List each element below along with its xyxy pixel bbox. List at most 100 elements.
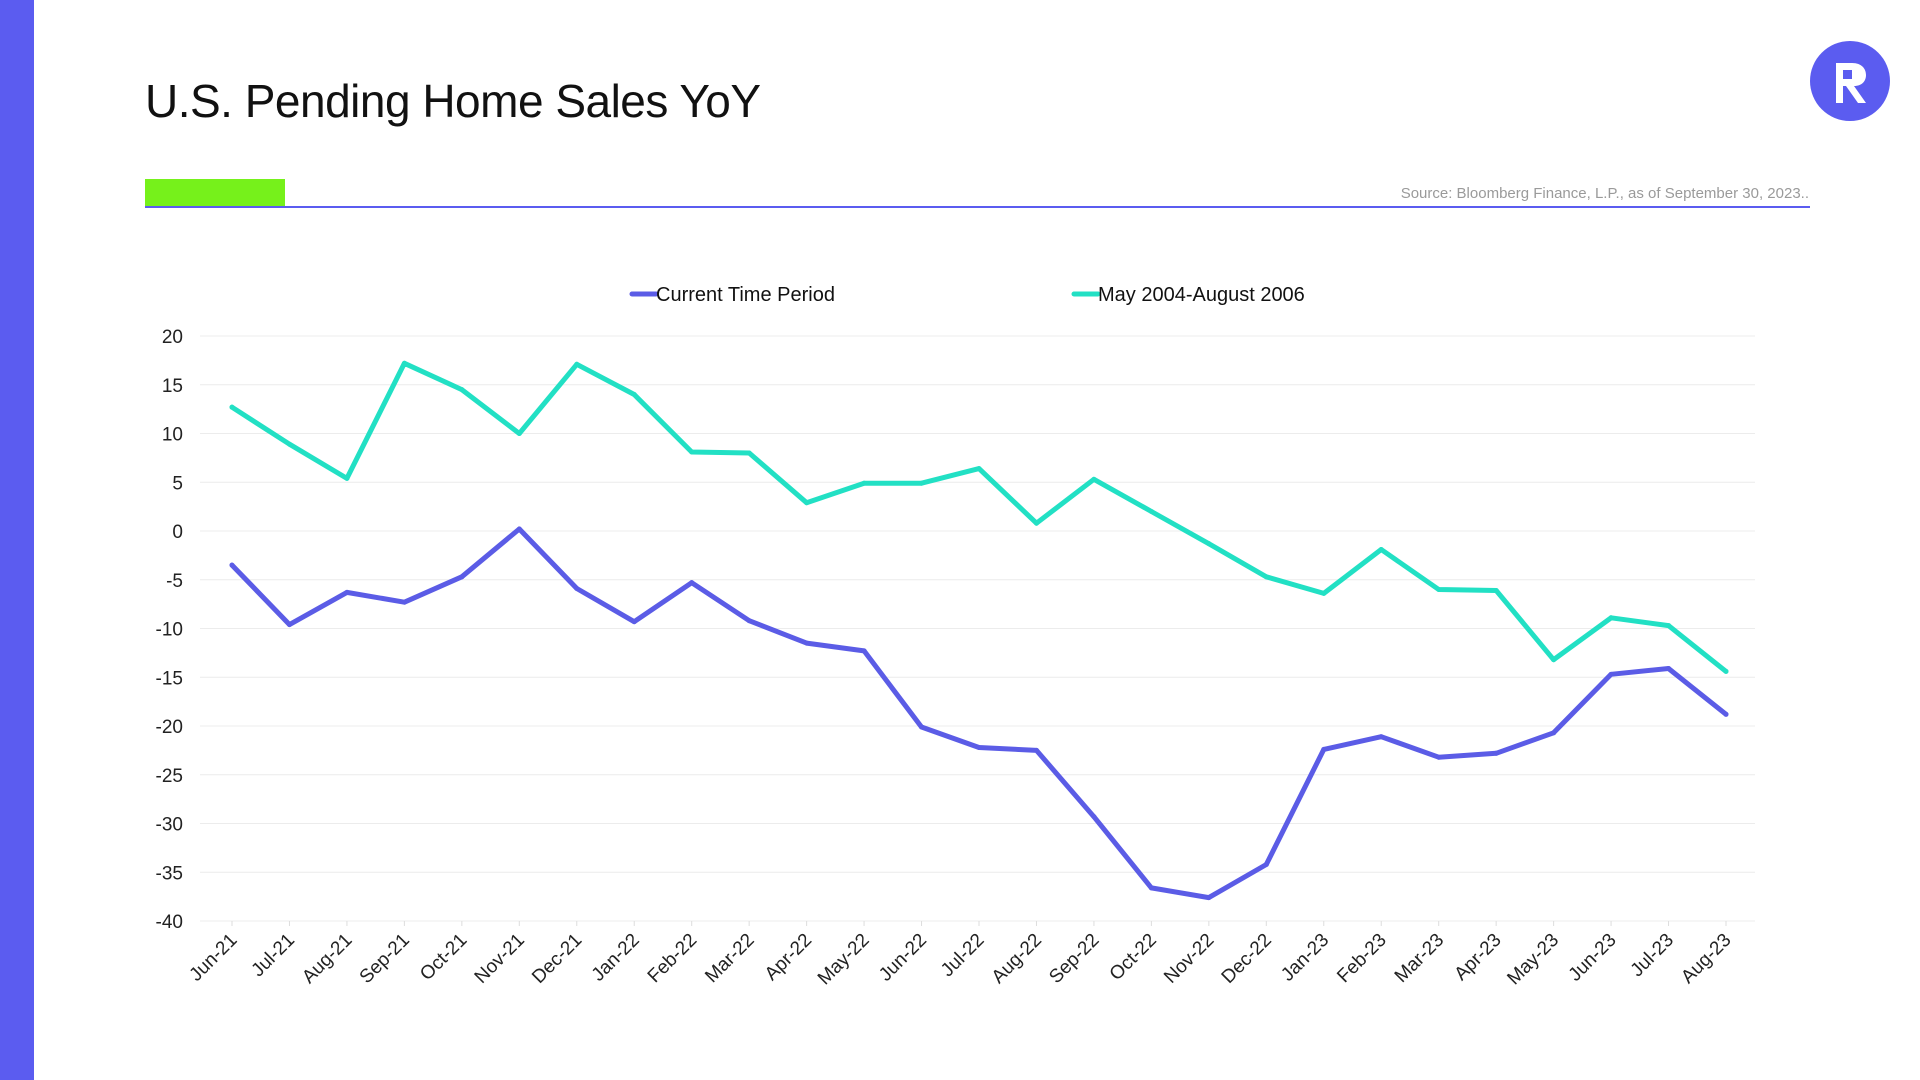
y-tick-label: 0 — [172, 522, 183, 543]
chart-legend: Current Time Period May 2004-August 2006 — [629, 284, 1305, 306]
y-tick-label: 20 — [162, 327, 183, 348]
y-tick-label: -40 — [156, 912, 183, 933]
x-tick-label: Dec-21 — [528, 930, 586, 988]
y-tick-label: -25 — [156, 766, 183, 787]
data-point — [1493, 750, 1499, 756]
x-tick-label: Jun-21 — [186, 930, 242, 986]
data-point — [344, 475, 350, 481]
data-point — [1148, 885, 1154, 891]
data-point — [976, 466, 982, 472]
x-tick-label: Feb-22 — [644, 930, 701, 987]
y-tick-label: 15 — [162, 376, 183, 397]
x-tick-label: Sep-22 — [1045, 930, 1103, 988]
y-tick-label: -30 — [156, 815, 183, 836]
x-tick-label: Nov-22 — [1160, 930, 1218, 988]
data-point — [631, 619, 637, 625]
data-point — [516, 431, 522, 436]
data-point — [631, 392, 637, 397]
x-tick-label: Nov-21 — [471, 930, 529, 988]
x-tick-label: Apr-22 — [761, 930, 816, 985]
r-logo-icon — [1810, 41, 1890, 121]
data-point — [1378, 547, 1384, 553]
data-point — [1436, 587, 1442, 592]
data-point — [1148, 509, 1154, 514]
y-tick-label: -5 — [166, 571, 183, 592]
data-point — [1666, 665, 1672, 671]
data-point — [1033, 520, 1039, 526]
data-point — [1723, 711, 1729, 717]
data-point — [574, 586, 580, 592]
data-point — [1206, 541, 1212, 547]
page-title: U.S. Pending Home Sales YoY — [145, 75, 761, 127]
data-point — [229, 562, 235, 568]
x-tick-label: Jun-23 — [1565, 930, 1621, 986]
data-point — [516, 526, 522, 532]
data-point — [746, 618, 752, 624]
x-tick-label: Mar-23 — [1391, 930, 1448, 987]
y-axis-ticks: 20 15 10 5 0 -5 -10 -15 -20 -25 -30 -35 -40 — [156, 327, 183, 933]
x-tick-label: Apr-23 — [1451, 930, 1506, 985]
data-point — [1436, 754, 1442, 760]
x-tick-label: May-23 — [1503, 930, 1563, 990]
data-point — [1321, 746, 1327, 752]
legend-label: Current Time Period — [656, 284, 835, 306]
data-point — [1033, 747, 1039, 753]
x-tick-label: Mar-22 — [701, 930, 758, 987]
data-point — [804, 640, 810, 646]
x-tick-label: Jan-22 — [588, 930, 644, 986]
legend-label: May 2004-August 2006 — [1098, 284, 1305, 306]
data-point — [1608, 615, 1614, 621]
x-tick-label: May-22 — [814, 930, 874, 990]
data-point — [1493, 587, 1499, 593]
title-accent-block — [145, 179, 285, 207]
y-tick-label: 10 — [162, 425, 183, 446]
x-axis-ticks: Jun-21 Jul-21 Aug-21 Sep-21 Oct-21 Nov-21 Dec-… — [186, 921, 1736, 989]
chart-series — [229, 360, 1729, 901]
y-tick-label: -20 — [156, 717, 183, 738]
data-point — [459, 387, 465, 393]
data-point — [1551, 730, 1557, 736]
data-point — [1091, 476, 1097, 482]
data-point — [1321, 590, 1327, 596]
data-point — [861, 480, 867, 486]
data-point — [1263, 574, 1269, 580]
header-rule — [145, 206, 1810, 208]
x-tick-label: Aug-23 — [1677, 930, 1735, 988]
x-tick-label: Dec-22 — [1218, 930, 1276, 988]
x-tick-label: Jul-22 — [937, 930, 988, 981]
data-point — [1551, 657, 1557, 663]
x-tick-label: Feb-23 — [1333, 930, 1390, 987]
data-point — [804, 500, 810, 506]
data-point — [286, 441, 292, 447]
series-line-0 — [229, 526, 1729, 901]
data-point — [976, 744, 982, 750]
data-point — [919, 480, 925, 486]
data-point — [919, 724, 925, 730]
x-tick-label: Oct-22 — [1106, 930, 1161, 985]
data-point — [1723, 668, 1729, 674]
data-point — [1608, 671, 1614, 677]
source-note: Source: Bloomberg Finance, L.P., as of S… — [1400, 185, 1809, 202]
x-tick-label: Jun-22 — [875, 930, 931, 986]
data-point — [574, 361, 580, 367]
data-point — [401, 360, 407, 366]
data-point — [229, 404, 235, 410]
x-tick-label: Jul-21 — [248, 930, 299, 981]
data-point — [689, 580, 695, 586]
data-point — [286, 622, 292, 628]
x-tick-label: Jul-23 — [1627, 930, 1678, 981]
y-tick-label: -35 — [156, 863, 183, 884]
side-accent-bar — [0, 0, 34, 1080]
data-point — [1378, 734, 1384, 740]
x-tick-label: Aug-21 — [298, 930, 356, 988]
data-point — [1263, 861, 1269, 867]
series-line-1 — [229, 360, 1729, 674]
data-point — [861, 648, 867, 654]
y-tick-label: -15 — [156, 668, 183, 689]
x-tick-label: Jan-23 — [1277, 930, 1333, 986]
data-point — [459, 574, 465, 580]
chart-gridlines — [200, 335, 1755, 922]
data-point — [1206, 895, 1212, 901]
data-point — [1666, 623, 1672, 629]
